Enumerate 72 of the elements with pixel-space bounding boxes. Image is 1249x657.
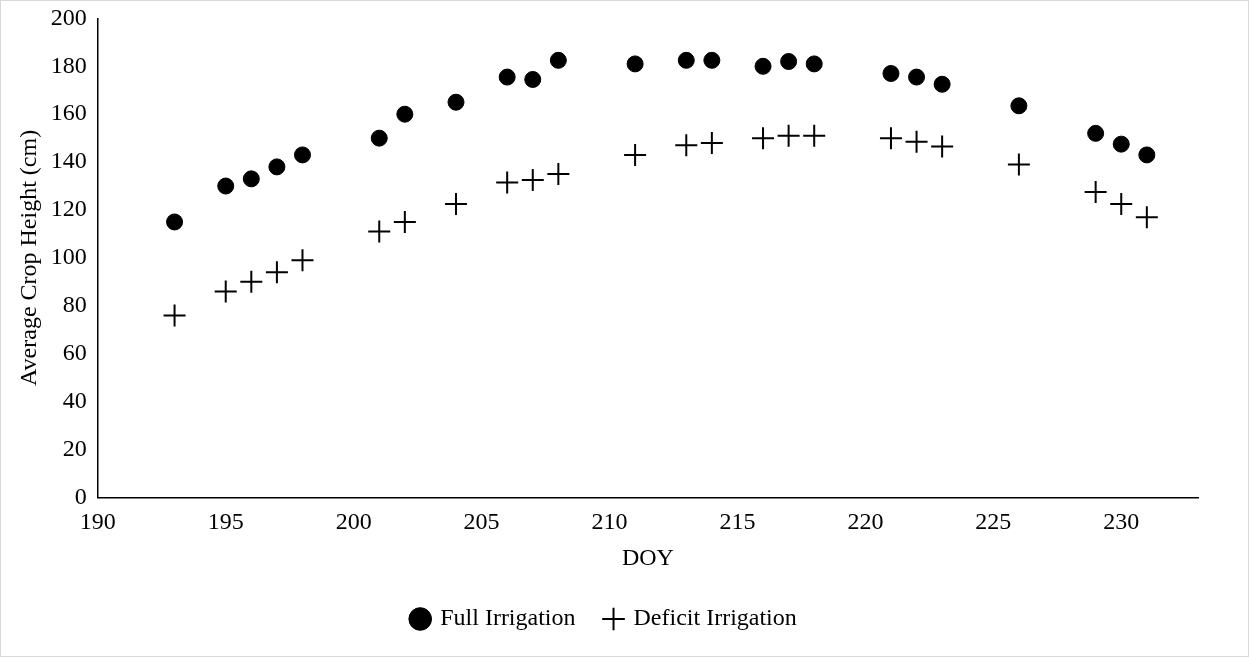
point (291, 249, 314, 272)
y-axis-title: Average Crop Height (cm) (14, 129, 41, 386)
point (931, 135, 954, 158)
point (214, 280, 237, 303)
y-tick-label: 20 (62, 434, 87, 461)
y-tick-label: 40 (62, 386, 87, 413)
x-tick-label: 190 (79, 508, 116, 535)
point (265, 261, 288, 284)
x-tick-label: 215 (719, 508, 756, 535)
point (547, 163, 570, 186)
point (293, 146, 311, 164)
point (805, 55, 823, 73)
point (879, 127, 902, 150)
point (1010, 97, 1028, 115)
point (626, 55, 644, 73)
point (1135, 206, 1158, 229)
x-tick-label: 205 (463, 508, 500, 535)
point (549, 51, 567, 69)
point (752, 127, 775, 150)
y-tick-label: 160 (50, 99, 87, 126)
point (803, 124, 826, 147)
point (396, 105, 414, 123)
point (677, 51, 695, 69)
point (268, 158, 286, 176)
point (240, 270, 263, 293)
point (447, 93, 465, 111)
point (1084, 181, 1107, 204)
point (524, 70, 542, 88)
point (498, 68, 516, 86)
point (445, 193, 468, 216)
point (908, 68, 926, 86)
legend-label: Deficit Irrigation (633, 604, 797, 631)
point (370, 129, 388, 147)
point (675, 134, 698, 157)
legend-label: Full Irrigation (440, 604, 576, 631)
point (1087, 124, 1105, 142)
point (624, 143, 647, 166)
point (1112, 135, 1130, 153)
point (933, 75, 951, 93)
point (1138, 146, 1156, 164)
y-tick-label: 60 (62, 339, 87, 365)
y-tick-label: 80 (62, 291, 87, 318)
y-tick-label: 180 (50, 51, 87, 78)
x-tick-label: 225 (975, 508, 1012, 535)
point (700, 131, 723, 154)
point (1110, 193, 1133, 216)
point (905, 130, 928, 153)
point (703, 51, 721, 69)
point (163, 304, 186, 327)
point (217, 177, 235, 195)
x-tick-label: 210 (591, 508, 628, 535)
point (780, 53, 798, 71)
point (521, 169, 544, 192)
y-tick-label: 0 (74, 482, 87, 509)
point (754, 57, 772, 75)
x-tick-label: 230 (1103, 508, 1140, 535)
point (882, 64, 900, 82)
point (368, 220, 391, 243)
y-tick-label: 120 (50, 195, 87, 222)
point (1007, 153, 1030, 176)
x-tick-label: 195 (207, 508, 244, 535)
point (166, 213, 184, 231)
point (242, 170, 260, 188)
y-tick-label: 200 (50, 3, 87, 30)
x-tick-label: 220 (847, 508, 884, 535)
x-tick-label: 200 (335, 508, 372, 535)
point (777, 124, 800, 147)
y-tick-label: 100 (50, 243, 87, 270)
x-axis-title: DOY (621, 543, 674, 570)
y-tick-label: 140 (50, 147, 87, 174)
point (393, 210, 416, 233)
point (496, 171, 519, 194)
